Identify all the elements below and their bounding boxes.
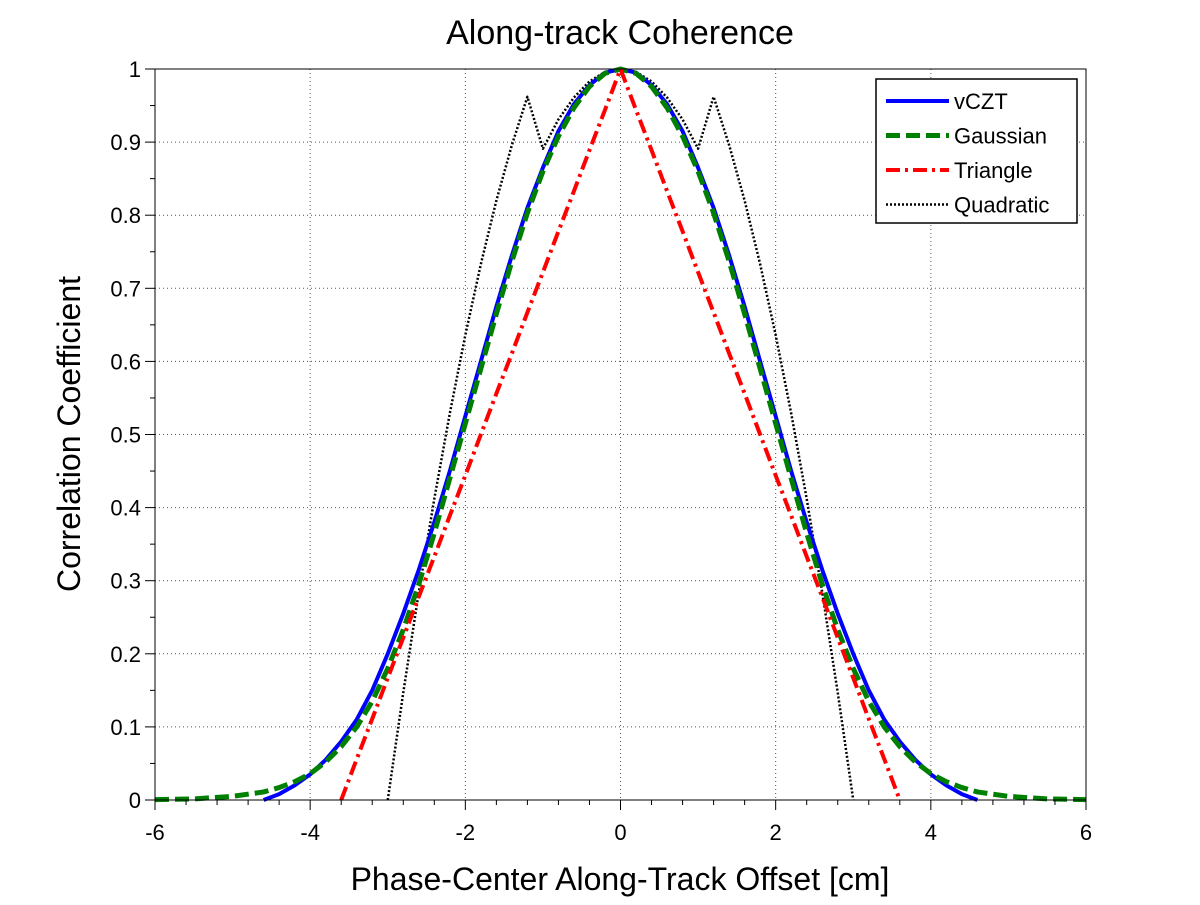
y-tick-label: 0.9 [110, 130, 141, 155]
chart-title: Along-track Coherence [446, 14, 794, 52]
y-tick-label: 0.7 [110, 276, 141, 301]
x-axis-label: Phase-Center Along-Track Offset [cm] [351, 861, 890, 897]
y-tick-label: 0.4 [110, 496, 141, 521]
x-tick-label: 4 [925, 820, 937, 845]
y-tick-label: 0 [129, 788, 141, 813]
x-tick-label: -6 [145, 820, 165, 845]
y-axis-label: Correlation Coefficient [51, 276, 87, 592]
legend-label-vczt: vCZT [954, 89, 1008, 114]
x-tick-label: 2 [770, 820, 782, 845]
y-tick-label: 0.3 [110, 569, 141, 594]
x-tick-label: -4 [300, 820, 320, 845]
ticks [145, 68, 1087, 810]
legend-label-triangle: Triangle [954, 158, 1033, 183]
y-tick-label: 0.8 [110, 203, 141, 228]
y-tick-label: 0.2 [110, 642, 141, 667]
legend: vCZT Gaussian Triangle Quadratic [875, 78, 1078, 224]
x-tick-label: -2 [456, 820, 476, 845]
legend-label-quadratic: Quadratic [954, 193, 1049, 218]
x-tick-label: 0 [614, 820, 626, 845]
legend-label-gaussian: Gaussian [954, 124, 1047, 149]
y-tick-label: 0.6 [110, 349, 141, 374]
y-tick-label: 1 [129, 57, 141, 82]
x-tick-label: 6 [1080, 820, 1092, 845]
series-line-triangle [339, 67, 902, 801]
y-tick-label: 0.1 [110, 715, 141, 740]
tick-labels: -6 -4 -2 0 2 4 6 0 0.1 0.2 0.3 0.4 0.5 0.6 0.7 0.8 0.9 1 [110, 57, 1092, 845]
y-tick-label: 0.5 [110, 423, 141, 448]
